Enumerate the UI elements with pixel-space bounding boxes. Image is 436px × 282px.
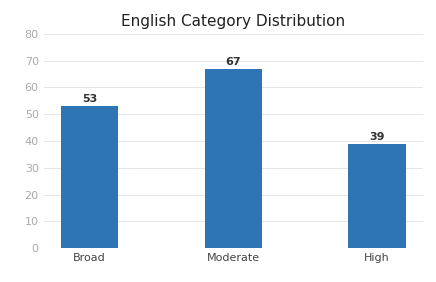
Text: 39: 39 [369, 131, 385, 142]
Text: 53: 53 [82, 94, 97, 104]
Bar [204, 69, 262, 248]
Text: 67: 67 [225, 56, 241, 67]
Bar [61, 106, 118, 248]
Title: English Category Distribution: English Category Distribution [121, 14, 345, 28]
Bar [348, 144, 405, 248]
